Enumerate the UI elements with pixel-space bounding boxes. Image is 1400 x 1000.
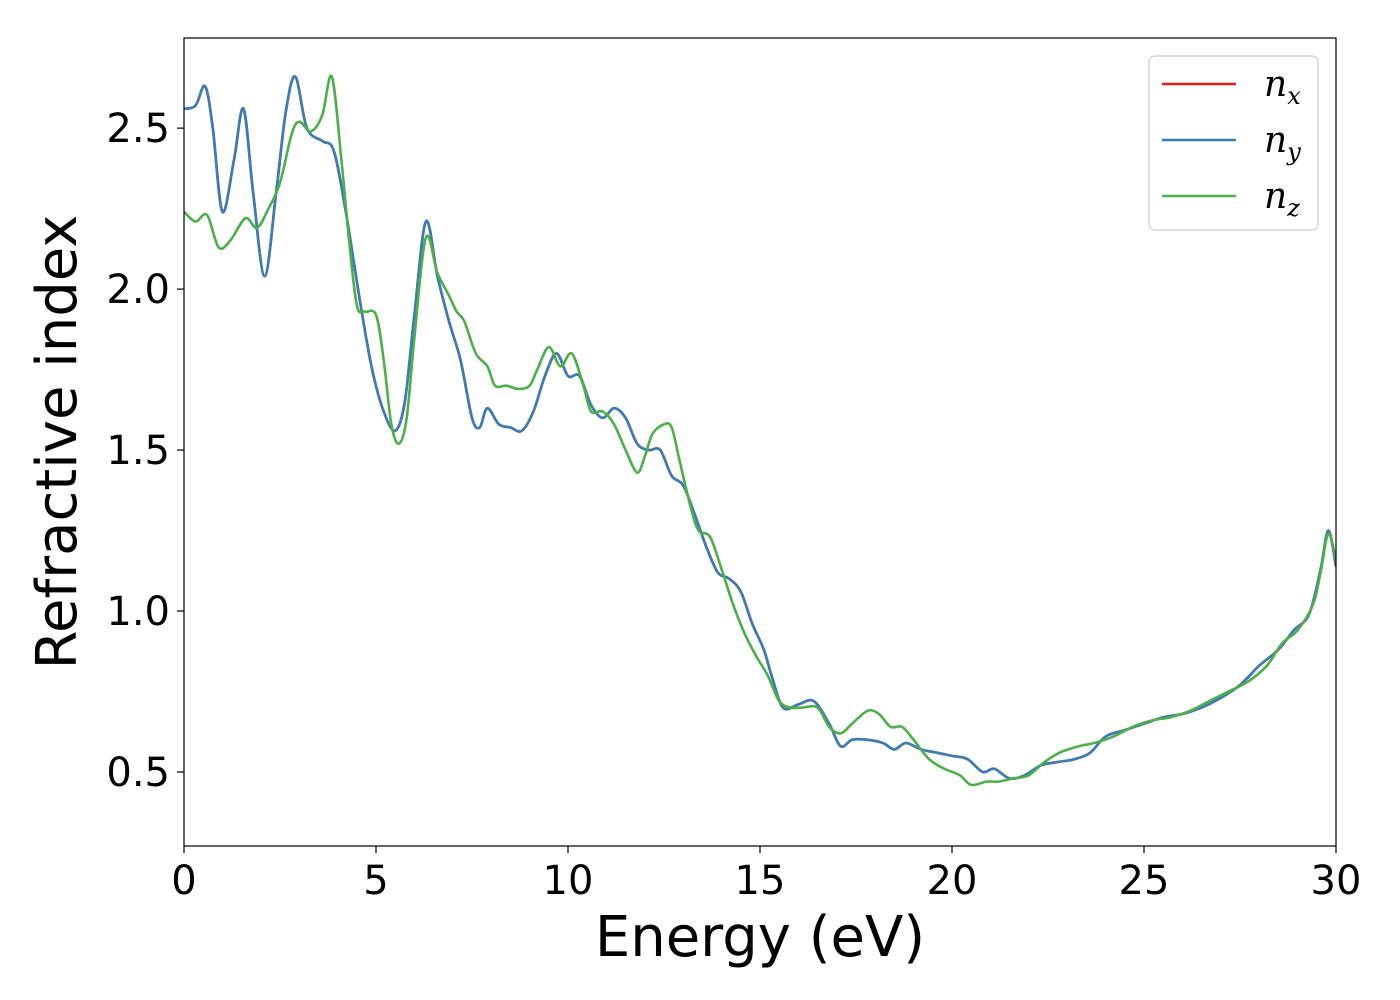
legend-box: [1148, 55, 1319, 231]
y-tick-label: 0.5: [106, 750, 170, 796]
y-tick-label: 2.0: [106, 267, 170, 313]
legend-label-y: ny: [1264, 120, 1301, 166]
x-axis-title: Energy (eV): [595, 905, 925, 970]
x-tick-label: 25: [1119, 858, 1170, 904]
legend-label-z: nz: [1264, 176, 1300, 222]
x-tick-label: 5: [363, 858, 388, 904]
legend: nx ny nz: [1148, 55, 1319, 231]
x-tick-label: 20: [927, 858, 978, 904]
x-axis-ticks: 0 5 10 15 20 25 30: [171, 846, 1361, 904]
y-tick-label: 1.5: [106, 428, 170, 474]
x-tick-label: 15: [735, 858, 786, 904]
y-tick-label: 2.5: [106, 106, 170, 152]
x-tick-label: 0: [171, 858, 196, 904]
y-tick-label: 1.0: [106, 589, 170, 635]
series-line-z: [184, 74, 1336, 787]
legend-label-x: nx: [1264, 64, 1301, 110]
y-axis-ticks: 0.5 1.0 1.5 2.0 2.5: [106, 106, 184, 796]
series-line-y: [184, 75, 1336, 780]
y-axis-title: Refractive index: [25, 215, 90, 670]
x-tick-label: 10: [543, 858, 594, 904]
x-tick-label: 30: [1311, 858, 1362, 904]
series-lines: [184, 74, 1336, 787]
